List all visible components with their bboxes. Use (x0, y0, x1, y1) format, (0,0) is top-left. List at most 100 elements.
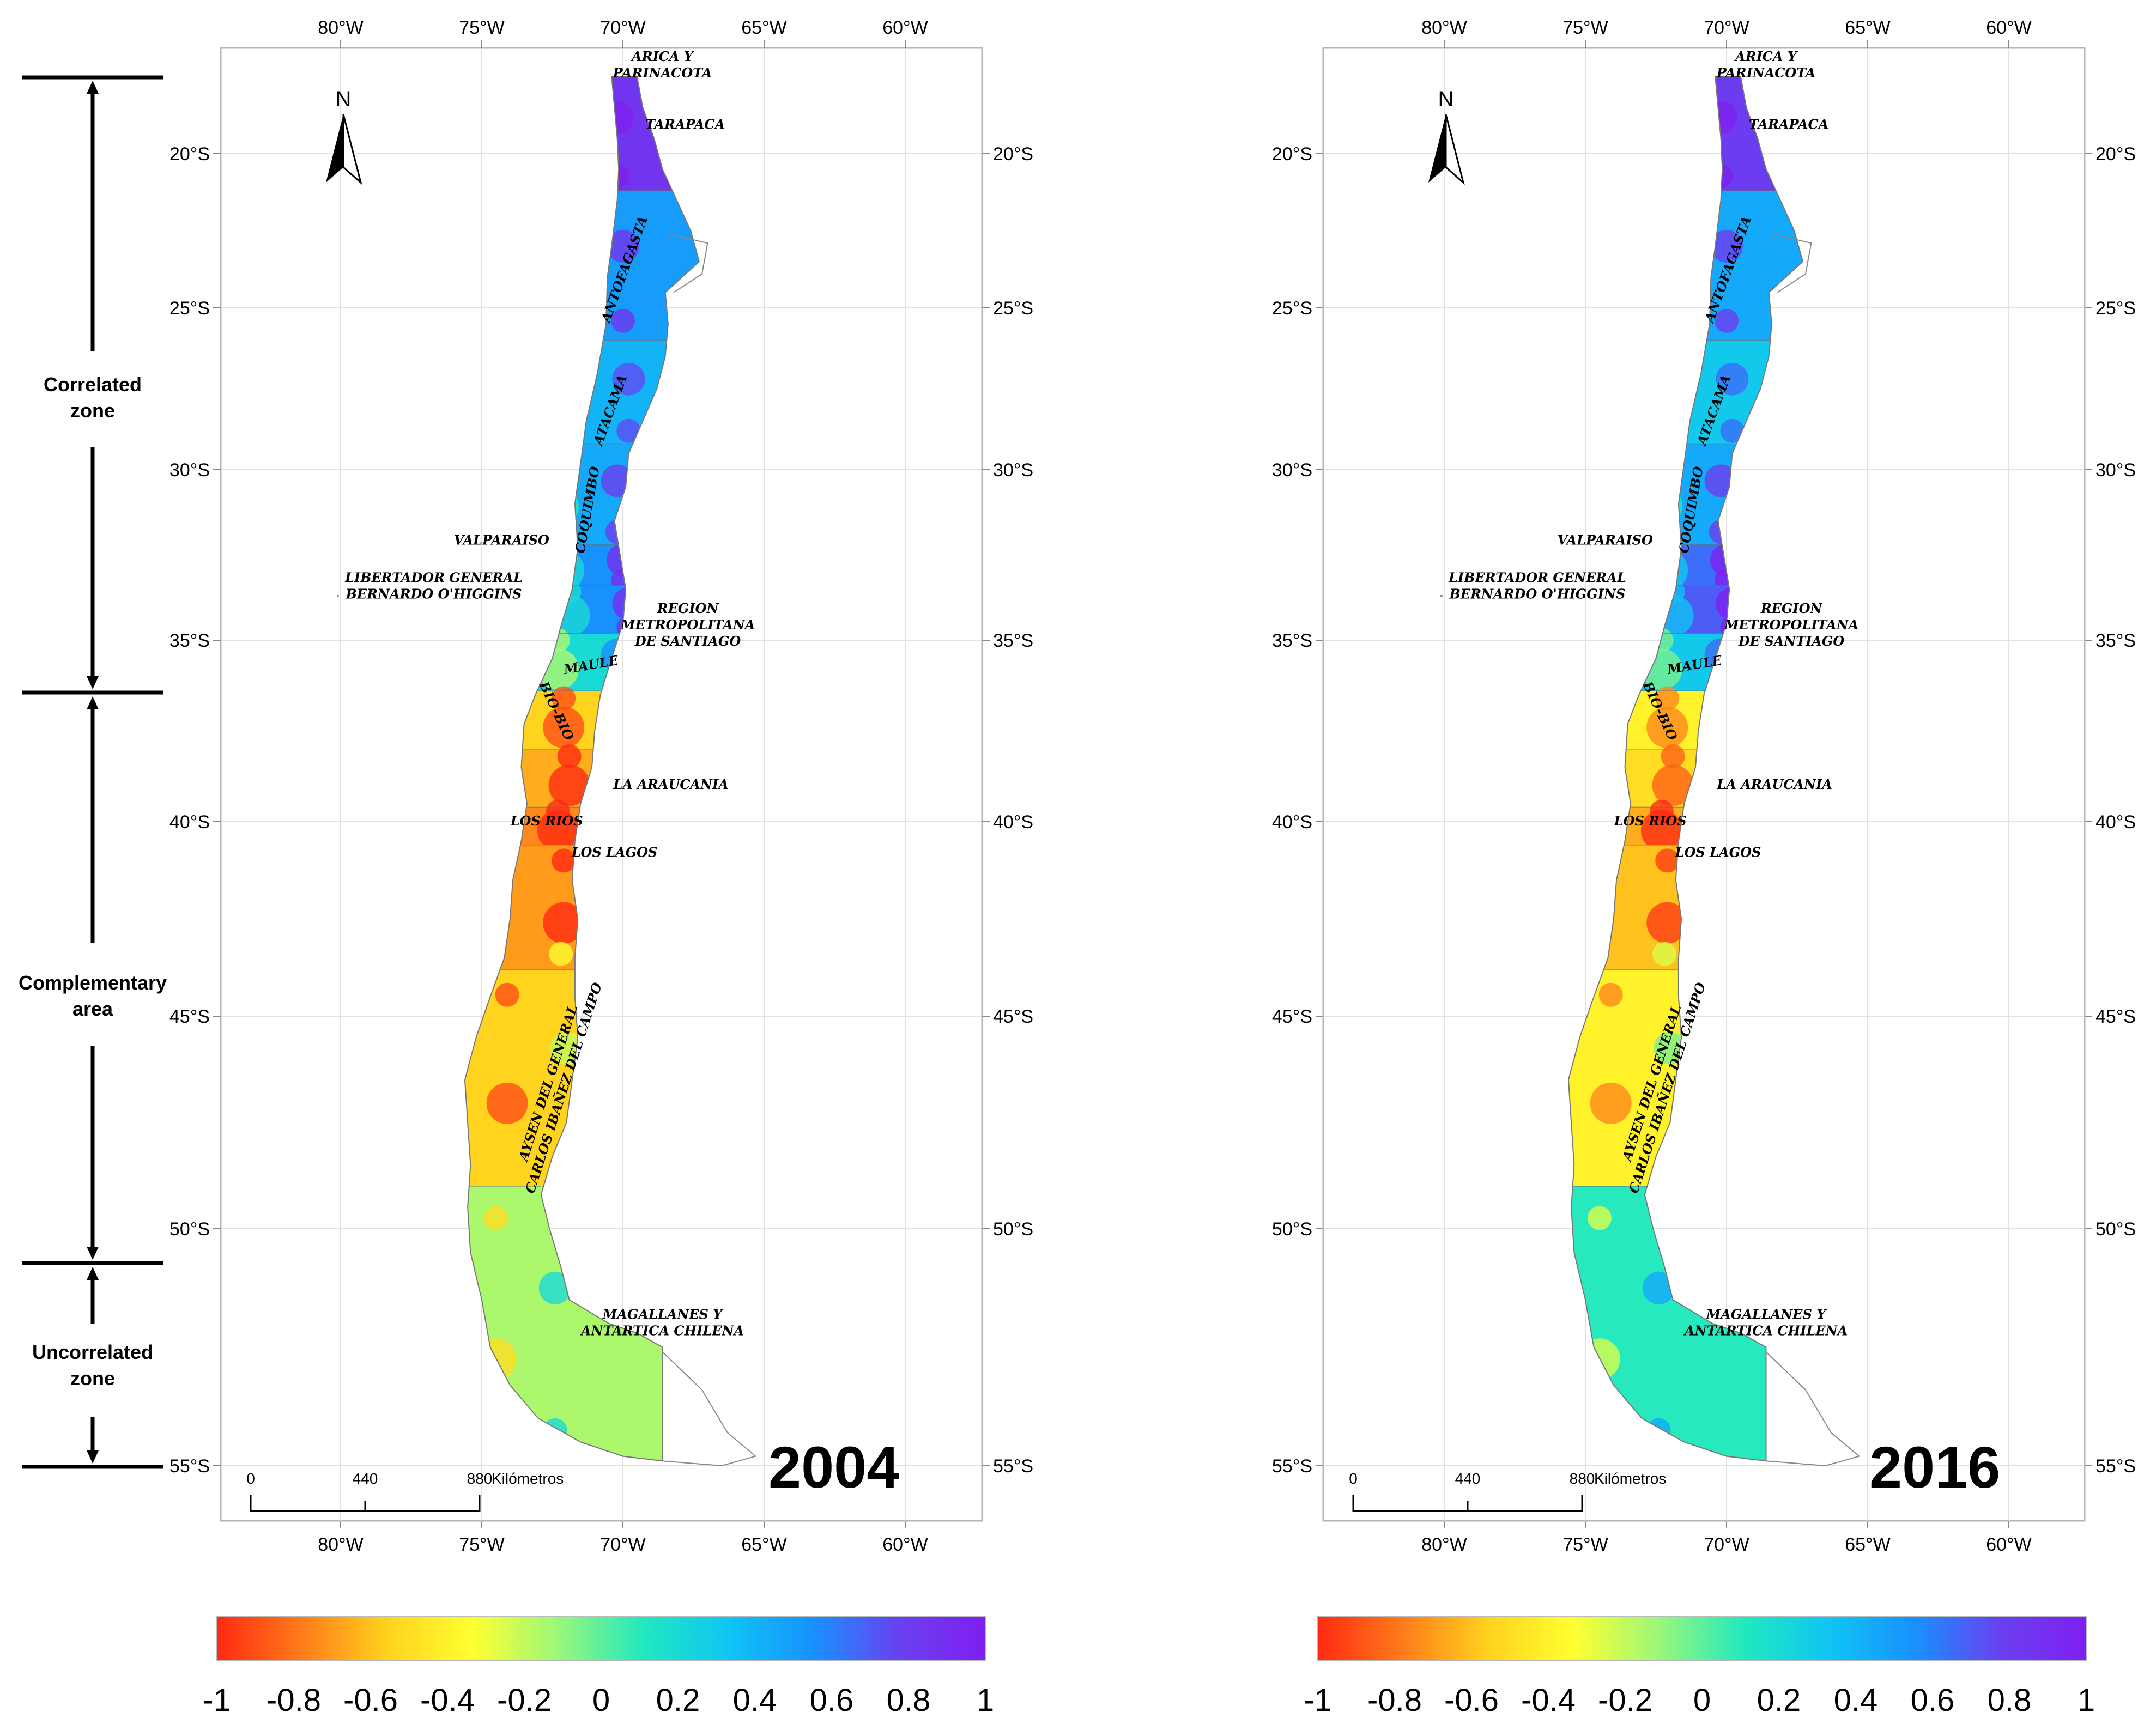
correlation-hotspot (1661, 341, 1685, 366)
region-label-text: TARAPACA (645, 117, 725, 132)
arrow-down-icon (87, 676, 99, 689)
arrow-down-icon (87, 1247, 99, 1260)
colorbar-tick-label: -1 (203, 1683, 231, 1718)
region-fill-aysen (464, 969, 699, 1187)
lon-tick-label-bottom: 70°W (600, 1534, 646, 1555)
region-label-text: PARINACOTA (613, 65, 712, 81)
colorbar-tick-label: -0.8 (1367, 1683, 1422, 1718)
map-panel-2004: 80°W 80°W 75°W 75°W 70°W 70°W 65°W 65°W 60°W 60°W… (169, 17, 1033, 1718)
correlation-hotspot (1709, 164, 1733, 189)
correlation-hotspot (1716, 362, 1749, 396)
region-label-text: REGION (1760, 600, 1823, 616)
region-label: LA ARAUCANIA (1716, 776, 1832, 792)
region-label-text: ANTARTICA CHILENA (1683, 1322, 1848, 1338)
correlation-hotspot (1646, 1418, 1671, 1442)
region-label-text: MAGALLANES Y (602, 1306, 724, 1322)
correlation-hotspot (1642, 1271, 1675, 1304)
region-label-text: ARICA Y (1734, 48, 1798, 64)
correlation-hotspot (543, 902, 585, 944)
region-label-text: TARAPACA (1749, 117, 1828, 132)
island-dot (336, 594, 339, 597)
correlation-hotspot (605, 671, 629, 696)
lat-tick-label-left: 35°S (1272, 630, 1312, 651)
scale-bar-label: 0 (246, 1470, 255, 1487)
region-label: LOS RIOS (1614, 813, 1687, 829)
region-label-text: BERNARDO O'HIGGINS (1449, 586, 1626, 602)
correlation-hotspot (557, 341, 582, 366)
region-fill-atacama (464, 340, 699, 445)
lon-tick-label-bottom: 70°W (1704, 1534, 1749, 1555)
tierra-del-fuego-outline (662, 1351, 757, 1467)
north-arrow-icon (1445, 114, 1465, 185)
correlation-hotspot (1646, 902, 1688, 944)
correlation-hotspot (1598, 982, 1623, 1007)
lon-tick-label-top: 75°W (1562, 17, 1608, 38)
region-label-text: BERNARDO O'HIGGINS (346, 586, 522, 602)
correlation-hotspot (1587, 1206, 1612, 1230)
lat-tick-label-left: 50°S (1272, 1219, 1312, 1240)
lon-tick-label-top: 60°W (882, 17, 928, 38)
lat-tick-label-right: 45°S (993, 1006, 1033, 1027)
scale-bar-label: 0 (1349, 1470, 1358, 1487)
lat-tick-label-left: 20°S (169, 144, 210, 165)
lat-tick-label-left: 20°S (1272, 144, 1312, 165)
map-year-label-2016: 2016 (1869, 1434, 2001, 1500)
correlation-hotspot (552, 848, 576, 873)
scale-bar-label: 880 (1570, 1470, 1595, 1487)
lat-tick-label-right: 25°S (993, 298, 1033, 319)
lat-tick-label-right: 35°S (2096, 630, 2136, 651)
region-fill-los-lagos (464, 845, 699, 970)
arrow-down-icon (87, 1450, 99, 1464)
map-frame (1322, 47, 2086, 1522)
region-fill-antofagasta (464, 190, 699, 341)
colorbar-tick-label: -0.2 (497, 1683, 552, 1718)
correlation-hotspot (1652, 942, 1677, 966)
region-label: VALPARAISO (1558, 532, 1653, 548)
scale-bar-label: 880 (467, 1470, 493, 1487)
region-label-text: VALPARAISO (454, 532, 549, 548)
lat-tick-label-right: 55°S (2096, 1456, 2136, 1477)
region-fill-tarapaca (464, 76, 699, 191)
correlation-hotspot (543, 706, 585, 748)
colorbar-tick-label: 0.2 (656, 1683, 700, 1718)
region-label-text: LIBERTADOR GENERAL (344, 570, 523, 586)
correlation-hotspot (537, 126, 579, 168)
correlation-hotspot (1646, 706, 1688, 748)
region-label-text: METROPOLITANA (1724, 617, 1858, 633)
north-arrow-icon (1428, 114, 1446, 183)
island-dot (1440, 594, 1443, 597)
colorbar-tick-label: -1 (1304, 1683, 1332, 1718)
scale-bar-unit: Kilómetros (492, 1470, 564, 1487)
lon-tick-label-top: 65°W (741, 17, 787, 38)
lon-tick-label-top: 80°W (318, 17, 364, 38)
correlation-hotspot (483, 1206, 508, 1230)
region-fill-antofagasta (1568, 190, 1803, 341)
colorbar (1317, 1616, 2087, 1661)
colorbar (216, 1616, 986, 1661)
correlation-hotspot (548, 384, 590, 426)
arrow-up-icon (87, 81, 99, 94)
lon-tick-label-bottom: 80°W (318, 1534, 364, 1555)
lat-tick-label-right: 50°S (2096, 1219, 2136, 1240)
correlation-hotspot (554, 1146, 579, 1171)
correlation-hotspot (1646, 262, 1688, 304)
lat-tick-label-right: 40°S (2096, 812, 2136, 833)
colorbar-tick-label: 0.4 (733, 1683, 777, 1718)
correlation-hotspot (1658, 1146, 1682, 1171)
correlation-hotspot (1640, 485, 1682, 527)
lat-tick-label-right: 20°S (2096, 144, 2136, 165)
correlation-hotspot (1704, 101, 1737, 134)
lon-tick-label-top: 80°W (1421, 17, 1467, 38)
correlation-hotspot (1654, 1031, 1687, 1065)
correlation-hotspot (1640, 810, 1682, 852)
region-label-text: LIBERTADOR GENERAL (1448, 570, 1626, 586)
lat-tick-label-left: 55°S (169, 1456, 210, 1477)
lon-tick-label-top: 60°W (1986, 17, 2032, 38)
map-panel-2016: 80°W 80°W 75°W 75°W 70°W 70°W 65°W 65°W 60°W 60°W… (1272, 17, 2136, 1718)
